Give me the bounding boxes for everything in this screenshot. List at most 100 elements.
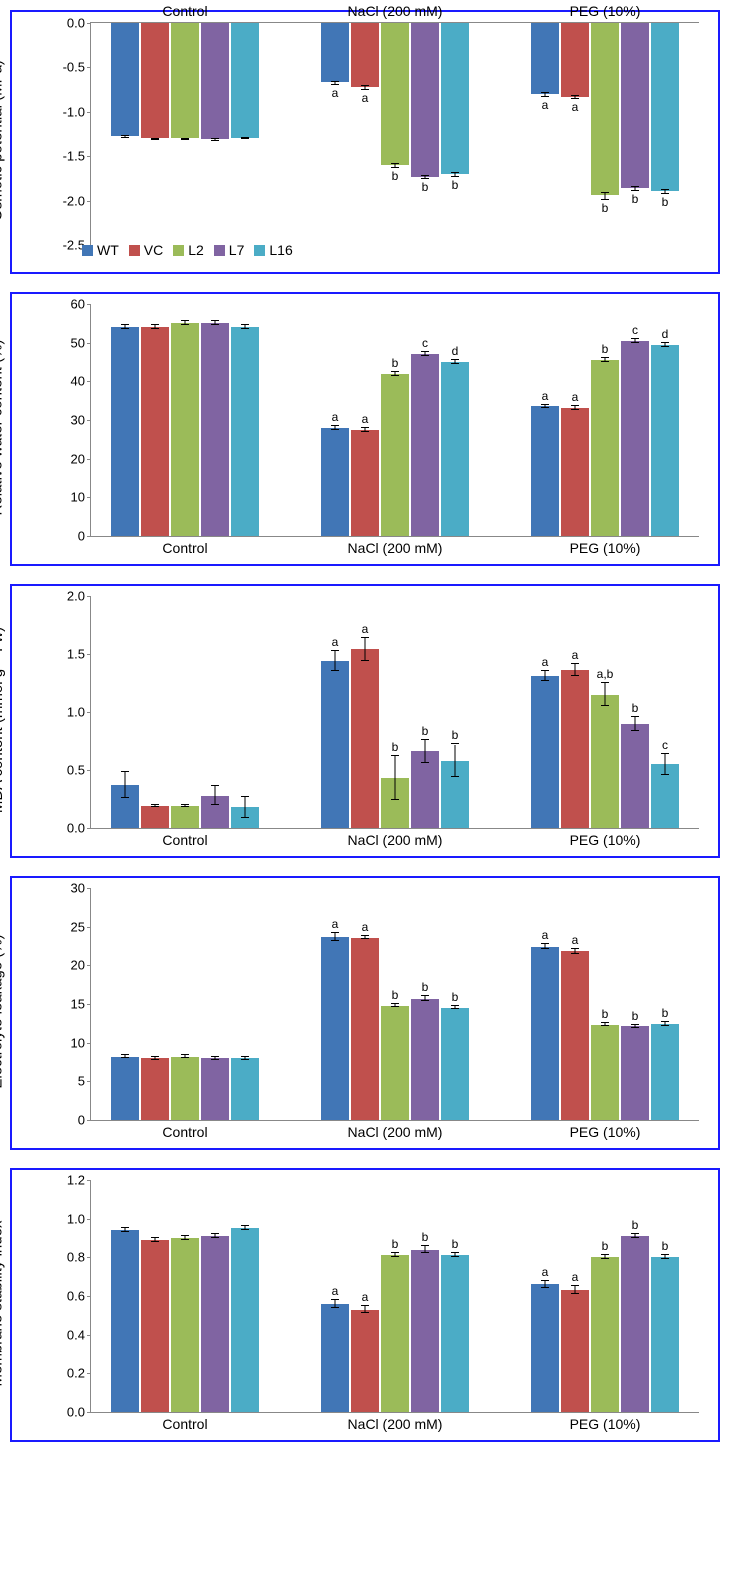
significance-label: c [662, 738, 668, 752]
significance-label: b [452, 1237, 459, 1251]
plot-area: -2.5-2.0-1.5-1.0-0.50.0ControlNaCl (200 … [90, 22, 699, 245]
significance-label: a [332, 86, 339, 100]
bar [231, 807, 259, 828]
bar [141, 327, 169, 536]
bar: b [621, 1236, 649, 1412]
legend-label: VC [144, 242, 163, 258]
bar: c [411, 354, 439, 536]
significance-label: a,b [597, 667, 614, 681]
bar: b [381, 778, 409, 828]
y-axis-label: Relative water content (%) [0, 328, 6, 528]
significance-label: a [362, 412, 369, 426]
group-title: PEG (10%) [570, 1120, 641, 1140]
bar [171, 806, 199, 828]
significance-label: b [602, 342, 609, 356]
chart-panel: Membrane stability index0.00.20.40.60.81… [10, 1168, 720, 1442]
legend-item: L2 [173, 242, 204, 258]
bar: b [441, 1255, 469, 1412]
bar: d [441, 362, 469, 536]
bar [231, 327, 259, 536]
charts-container: Osmotic potential (MPa)-2.5-2.0-1.5-1.0-… [10, 10, 726, 1442]
bar: a [531, 23, 559, 94]
bar: b [411, 999, 439, 1120]
bar [111, 785, 139, 828]
significance-label: b [632, 1218, 639, 1232]
significance-label: b [452, 178, 459, 192]
legend-swatch [82, 245, 93, 256]
legend-swatch [254, 245, 265, 256]
bar: b [381, 1255, 409, 1412]
legend-label: WT [97, 242, 119, 258]
bar [231, 23, 259, 138]
bar: b [381, 374, 409, 536]
bar: b [651, 1257, 679, 1412]
significance-label: a [542, 655, 549, 669]
significance-label: d [662, 327, 669, 341]
chart-panel: Osmotic potential (MPa)-2.5-2.0-1.5-1.0-… [10, 10, 720, 274]
plot-area: 0.00.20.40.60.81.01.2ControlNaCl (200 mM… [90, 1180, 699, 1413]
significance-label: d [452, 344, 459, 358]
legend-item: L16 [254, 242, 292, 258]
significance-label: a [542, 389, 549, 403]
legend-item: WT [82, 242, 119, 258]
bar: b [441, 23, 469, 174]
bar [171, 23, 199, 138]
significance-label: b [602, 201, 609, 215]
bar: a [321, 937, 349, 1120]
plot-area: 051015202530ControlNaCl (200 mM)PEG (10%… [90, 888, 699, 1121]
group-title: PEG (10%) [570, 536, 641, 556]
group-title: Control [162, 1120, 207, 1140]
chart-panel: Electrolyte leakage (%)051015202530Contr… [10, 876, 720, 1150]
group-title: NaCl (200 mM) [348, 536, 443, 556]
legend-label: L7 [229, 242, 245, 258]
bar: a [321, 661, 349, 828]
significance-label: b [662, 1239, 669, 1253]
bar: a [351, 23, 379, 87]
legend-label: L16 [269, 242, 292, 258]
y-axis-label: Electrolyte leakage (%) [0, 912, 6, 1112]
bar: a [321, 1304, 349, 1412]
bar: b [591, 360, 619, 536]
significance-label: a [332, 917, 339, 931]
chart-panel: Relative water content (%)0102030405060C… [10, 292, 720, 566]
bar: b [411, 1250, 439, 1412]
bar: b [411, 751, 439, 828]
bar: b [621, 23, 649, 188]
bar: c [621, 341, 649, 536]
y-axis-label: Osmotic potential (MPa) [0, 41, 6, 241]
bar: b [651, 1024, 679, 1120]
significance-label: a [332, 1284, 339, 1298]
y-axis-label: Membrane stability index [0, 1204, 6, 1404]
bar: d [651, 345, 679, 536]
bar [141, 1058, 169, 1120]
bar [231, 1058, 259, 1120]
legend-label: L2 [188, 242, 204, 258]
significance-label: a [332, 635, 339, 649]
group-title: PEG (10%) [570, 828, 641, 848]
bar [171, 1057, 199, 1120]
bar [111, 23, 139, 136]
significance-label: c [422, 336, 428, 350]
significance-label: a [572, 648, 579, 662]
significance-label: b [632, 192, 639, 206]
significance-label: b [602, 1007, 609, 1021]
bar: a [351, 649, 379, 828]
bar: a,b [591, 695, 619, 828]
legend-swatch [173, 245, 184, 256]
bar: a [561, 951, 589, 1120]
bar: a [561, 23, 589, 97]
significance-label: b [662, 1006, 669, 1020]
significance-label: a [572, 100, 579, 114]
bar: b [411, 23, 439, 177]
y-axis-label: MDA content (mmol g⁻¹ Fw) [0, 620, 6, 820]
group-title: NaCl (200 mM) [348, 3, 443, 19]
bar [141, 1240, 169, 1412]
bar [201, 23, 229, 139]
legend-swatch [214, 245, 225, 256]
bar: b [591, 1025, 619, 1120]
bar: b [651, 23, 679, 191]
bar: b [621, 724, 649, 828]
significance-label: b [632, 701, 639, 715]
group-title: NaCl (200 mM) [348, 1412, 443, 1432]
bar: a [351, 1310, 379, 1412]
